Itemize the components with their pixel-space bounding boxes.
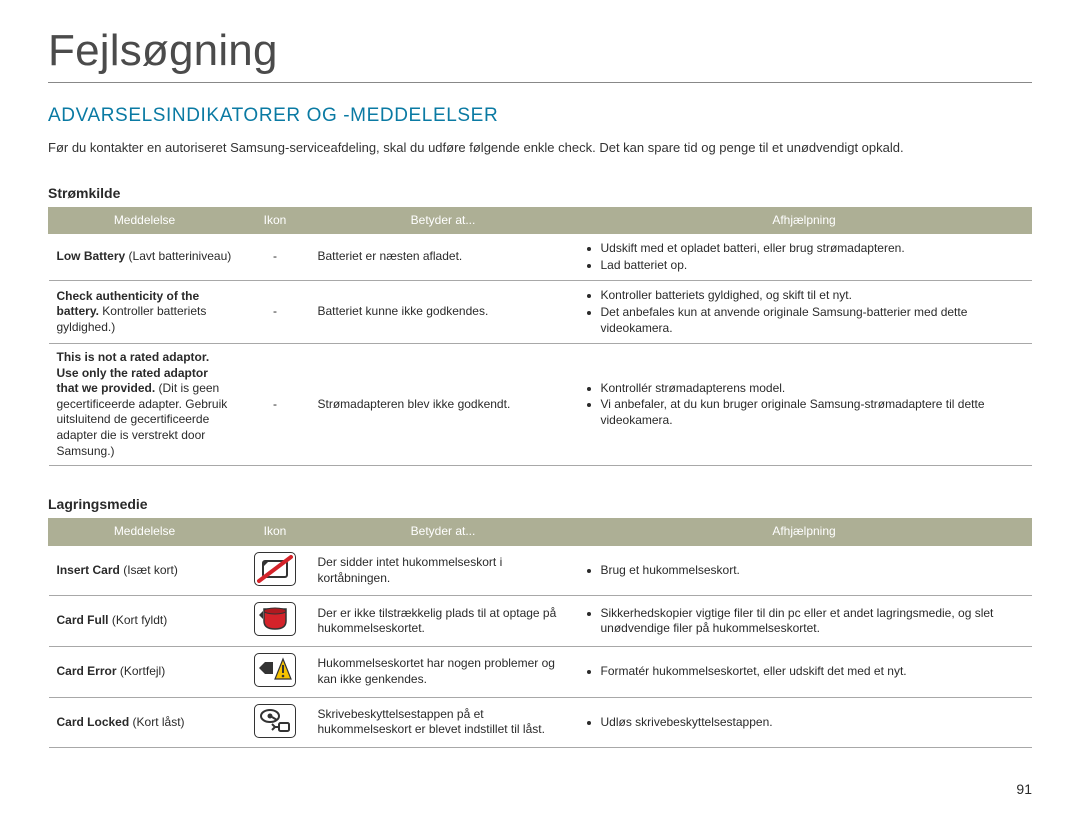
intro-paragraph: Før du kontakter en autoriseret Samsung-… (48, 139, 1032, 157)
th-message: Meddelelse (49, 519, 241, 546)
cell-means: Skrivebeskyttelsestappen på et hukommels… (310, 697, 577, 748)
cell-message: Check authenticity of the battery. Kontr… (49, 281, 241, 344)
cell-fix: Udløs skrivebeskyttelsestappen. (577, 697, 1032, 748)
cell-means: Strømadapteren blev ikke godkendt. (310, 344, 577, 466)
cell-fix: Brug et hukommelseskort. (577, 545, 1032, 596)
table-row: This is not a rated adaptor. Use only th… (49, 344, 1032, 466)
table-row: Card Error (Kortfejl) Hukommelseskortet … (49, 647, 1032, 698)
fix-bullet: Udskift med et opladet batteri, eller br… (601, 241, 1024, 257)
cell-means: Der er ikke tilstrækkelig plads til at o… (310, 596, 577, 647)
th-message: Meddelelse (49, 207, 241, 234)
cell-message: Low Battery (Lavt batteriniveau) (49, 234, 241, 281)
cell-fix: Sikkerhedskopier vigtige filer til din p… (577, 596, 1032, 647)
dash-icon: - (273, 249, 277, 263)
cell-icon (241, 545, 310, 596)
cell-message: Card Full (Kort fyldt) (49, 596, 241, 647)
cell-icon: - (241, 344, 310, 466)
th-fix: Afhjælpning (577, 519, 1032, 546)
card-full-icon (254, 602, 296, 636)
table-row: Insert Card (Isæt kort) Der sidder intet… (49, 545, 1032, 596)
cell-message: Card Error (Kortfejl) (49, 647, 241, 698)
th-icon: Ikon (241, 207, 310, 234)
cell-fix: Kontroller batteriets gyldighed, og skif… (577, 281, 1032, 344)
insert-card-icon (254, 552, 296, 586)
cell-means: Batteriet er næsten afladet. (310, 234, 577, 281)
cell-means: Batteriet kunne ikke godkendes. (310, 281, 577, 344)
section-title: ADVARSELSINDIKATORER OG -MEDDELELSER (48, 105, 1032, 127)
card-locked-icon (254, 704, 296, 738)
th-icon: Ikon (241, 519, 310, 546)
table-row: Card Full (Kort fyldt) Der er ikke tilst… (49, 596, 1032, 647)
table-row: Check authenticity of the battery. Kontr… (49, 281, 1032, 344)
cell-icon: - (241, 281, 310, 344)
cell-message: This is not a rated adaptor. Use only th… (49, 344, 241, 466)
cell-fix: Formatér hukommelseskortet, eller udskif… (577, 647, 1032, 698)
cell-message: Insert Card (Isæt kort) (49, 545, 241, 596)
manual-page: Fejlsøgning ADVARSELSINDIKATORER OG -MED… (0, 0, 1080, 748)
th-means: Betyder at... (310, 519, 577, 546)
dash-icon: - (273, 304, 277, 318)
th-means: Betyder at... (310, 207, 577, 234)
chapter-title: Fejlsøgning (48, 26, 1032, 83)
cell-icon (241, 647, 310, 698)
fix-bullet: Lad batteriet op. (601, 258, 1024, 274)
troubleshooting-table: Meddelelse Ikon Betyder at... Afhjælpnin… (48, 518, 1032, 748)
troubleshooting-table: Meddelelse Ikon Betyder at... Afhjælpnin… (48, 207, 1032, 467)
dash-icon: - (273, 397, 277, 411)
cell-icon (241, 697, 310, 748)
th-fix: Afhjælpning (577, 207, 1032, 234)
table-subheading: Lagringsmedie (48, 496, 1032, 512)
fix-bullet: Vi anbefaler, at du kun bruger originale… (601, 397, 1024, 428)
cell-icon (241, 596, 310, 647)
fix-bullet: Formatér hukommelseskortet, eller udskif… (601, 664, 1024, 680)
card-error-icon (254, 653, 296, 687)
cell-message: Card Locked (Kort låst) (49, 697, 241, 748)
cell-fix: Udskift med et opladet batteri, eller br… (577, 234, 1032, 281)
fix-bullet: Kontrollér strømadapterens model. (601, 381, 1024, 397)
fix-bullet: Det anbefales kun at anvende originale S… (601, 305, 1024, 336)
cell-icon: - (241, 234, 310, 281)
table-subheading: Strømkilde (48, 185, 1032, 201)
cell-means: Hukommelseskortet har nogen problemer og… (310, 647, 577, 698)
fix-bullet: Udløs skrivebeskyttelsestappen. (601, 715, 1024, 731)
table-row: Card Locked (Kort låst) Skrivebeskyttels… (49, 697, 1032, 748)
tables-container: Strømkilde Meddelelse Ikon Betyder at...… (48, 185, 1032, 749)
page-number: 91 (1016, 781, 1032, 797)
cell-fix: Kontrollér strømadapterens model.Vi anbe… (577, 344, 1032, 466)
cell-means: Der sidder intet hukommelseskort i kortå… (310, 545, 577, 596)
fix-bullet: Brug et hukommelseskort. (601, 563, 1024, 579)
fix-bullet: Kontroller batteriets gyldighed, og skif… (601, 288, 1024, 304)
fix-bullet: Sikkerhedskopier vigtige filer til din p… (601, 606, 1024, 637)
table-row: Low Battery (Lavt batteriniveau) - Batteri… (49, 234, 1032, 281)
